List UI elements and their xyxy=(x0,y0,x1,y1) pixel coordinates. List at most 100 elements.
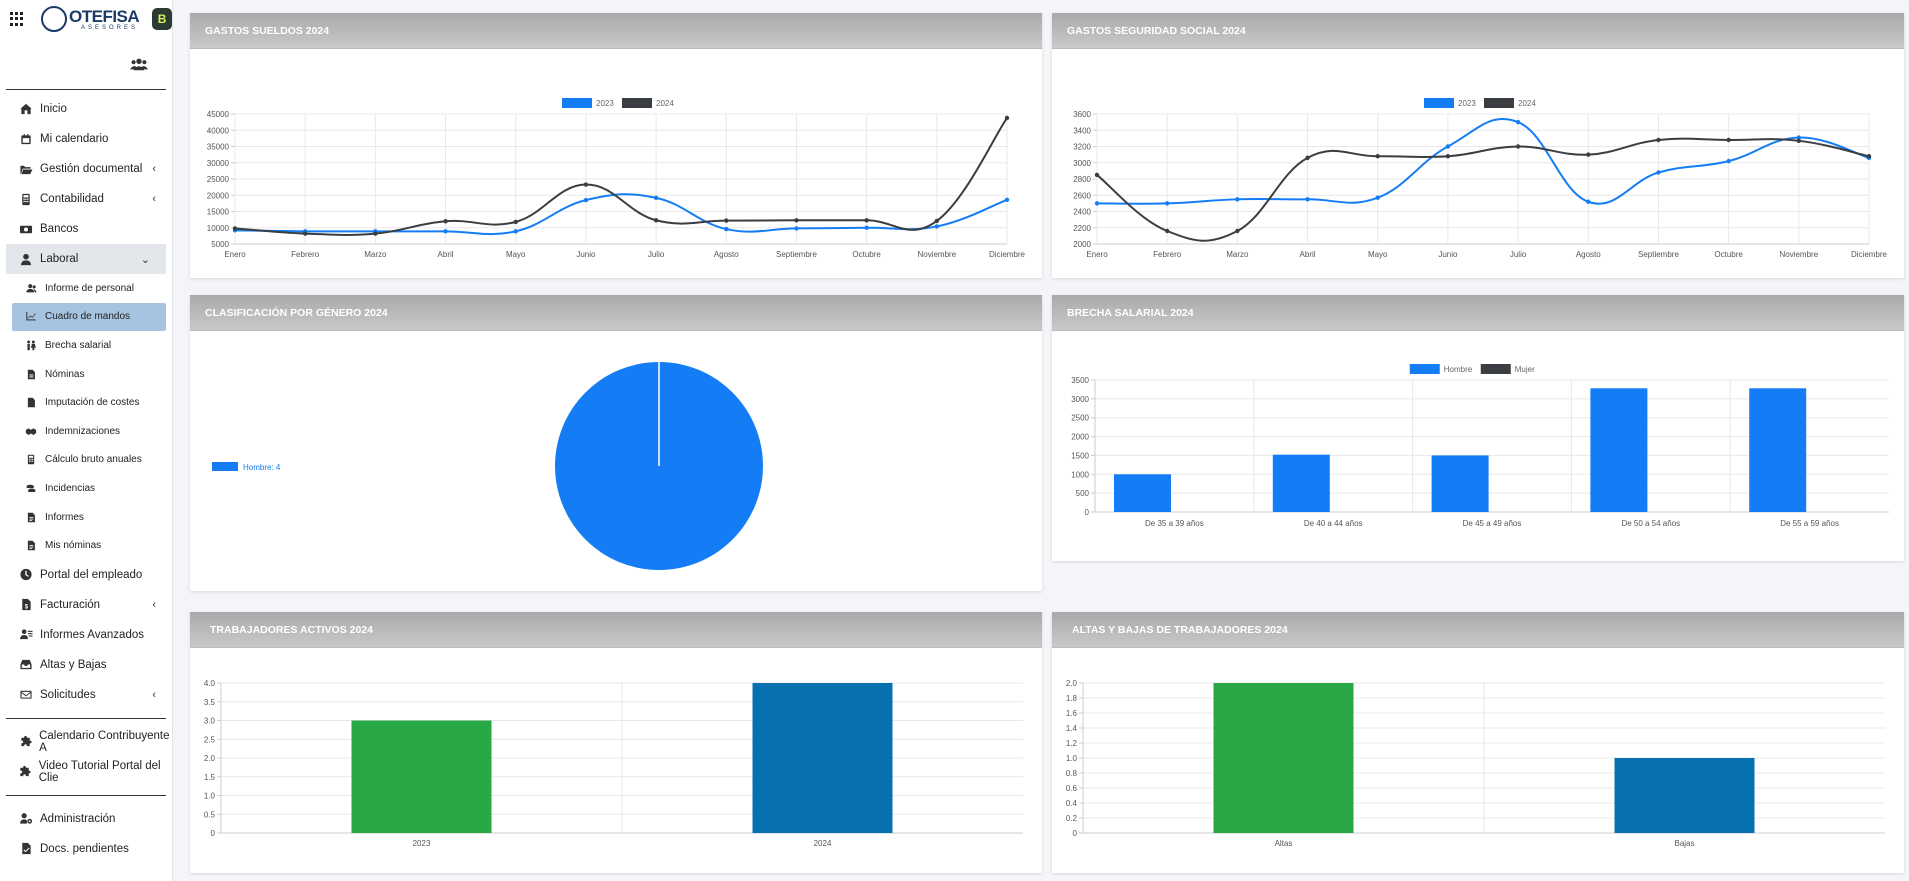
y-tick-label: 45000 xyxy=(207,110,230,119)
submenu-item-informe-de-personal[interactable]: Informe de personal xyxy=(0,274,172,303)
app-badge-icon[interactable]: B xyxy=(152,8,172,30)
legend-swatch xyxy=(212,462,238,471)
sidebar-item-docs-pendientes[interactable]: Docs. pendientes xyxy=(0,834,172,864)
sidebar-item-bancos[interactable]: Bancos xyxy=(0,214,172,244)
data-point-2023 xyxy=(1305,197,1310,202)
company-logo[interactable]: OTEFISA ASESORES xyxy=(41,6,140,32)
sidebar-item-contabilidad[interactable]: Contabilidad ‹ xyxy=(0,184,172,214)
calculator-icon xyxy=(22,193,30,205)
users-switch-icon[interactable] xyxy=(130,57,148,71)
sidebar-item-administracion[interactable]: Administración xyxy=(0,804,172,834)
series-line-2023 xyxy=(1096,117,1870,205)
panel-brecha-salarial: BRECHA SALARIAL 2024 Hombre Mujer 0 500 1000… xyxy=(1052,295,1904,561)
legend-label: Mujer xyxy=(1515,365,1535,374)
y-tick-label: 2.0 xyxy=(204,754,216,763)
nav-icon-wrapper xyxy=(18,192,34,206)
submenu-item-nominas[interactable]: Nóminas xyxy=(0,360,172,389)
file-text-icon xyxy=(27,540,35,551)
puzzle-icon xyxy=(20,766,31,777)
nav-icon-wrapper xyxy=(18,658,34,672)
x-tick-label: Agosto xyxy=(1576,250,1601,259)
x-tick-label: Febrero xyxy=(291,250,320,259)
sidebar-item-informes-avanzados[interactable]: Informes Avanzados xyxy=(0,620,172,650)
submenu-item-incidencias[interactable]: Incidencias xyxy=(0,474,172,503)
data-point-2024 xyxy=(724,218,729,223)
y-tick-label: 0 xyxy=(211,829,216,838)
submenu-item-informes[interactable]: Informes xyxy=(0,503,172,532)
sidebar-item-video-tutorial-portal-del-clie[interactable]: Video Tutorial Portal del Clie xyxy=(0,757,172,787)
logo-main-text: OTEFISA xyxy=(69,6,140,26)
x-tick-label: Enero xyxy=(1086,250,1108,259)
sidebar-item-label: Brecha salarial xyxy=(45,339,112,351)
sidebar-item-laboral[interactable]: Laboral ⌄ xyxy=(6,244,166,274)
nav-icon-wrapper xyxy=(18,628,34,642)
panel-clasificacion-genero: CLASIFICACIÓN POR GÉNERO 2024 Hombre: 4 xyxy=(190,295,1042,591)
x-tick-label: Noviembre xyxy=(1779,250,1818,259)
bar-2023 xyxy=(351,720,492,833)
x-tick-label: De 50 a 54 años xyxy=(1621,519,1680,528)
x-tick-label: Agosto xyxy=(714,250,739,259)
y-tick-label: 30000 xyxy=(207,159,230,168)
legend-label: Hombre xyxy=(1444,365,1473,374)
panel-trabajadores-activos: TRABAJADORES ACTIVOS 2024 0 0.5 1.0 1.5 2.0 2… xyxy=(190,612,1042,873)
submenu-item-cuadro-de-mandos[interactable]: Cuadro de mandos xyxy=(12,302,166,332)
chart-trabajadores-activos: 0 0.5 1.0 1.5 2.0 2.5 3.0 3.5 4.0 2023 2024 xyxy=(204,679,1023,848)
data-point-2023 xyxy=(1445,144,1451,149)
nav-icon-wrapper xyxy=(18,812,34,826)
y-tick-label: 3.0 xyxy=(204,717,216,726)
nav-icon-wrapper xyxy=(24,311,38,322)
submenu-item-imputacion-de-costes[interactable]: Imputación de costes xyxy=(0,388,172,417)
legend-label: Hombre: 4 xyxy=(243,463,281,472)
x-tick-label: Abril xyxy=(1300,250,1316,259)
submenu-item-mis-nominas[interactable]: Mis nóminas xyxy=(0,531,172,560)
chevron-left-icon[interactable]: ‹ xyxy=(152,193,156,205)
submenu-item-brecha-salarial[interactable]: Brecha salarial xyxy=(0,331,172,360)
chart-gastos-sueldos: 2023 2024 5000 10000 15000 20000 25000 30000 350… xyxy=(207,98,1026,259)
x-tick-label: Diciembre xyxy=(1851,250,1888,259)
series-line-2024 xyxy=(234,117,1008,236)
sidebar-item-solicitudes[interactable]: Solicitudes ‹ xyxy=(0,680,172,710)
y-tick-label: 0.5 xyxy=(204,810,216,819)
submenu-item-indemnizaciones[interactable]: Indemnizaciones xyxy=(0,417,172,446)
nav-icon-wrapper xyxy=(18,132,34,146)
nav-icon-wrapper xyxy=(24,340,38,351)
x-tick-label: Mayo xyxy=(506,250,526,259)
x-tick-label: Octubre xyxy=(852,250,881,259)
inbox-icon xyxy=(20,660,32,670)
chart-altas-bajas: 0 0.2 0.4 0.6 0.8 1.0 1.2 1.4 1.6 1.8 2.0 Altas Baja… xyxy=(1066,679,1885,848)
sidebar-item-portal-del-empleado[interactable]: Portal del empleado xyxy=(0,560,172,590)
y-tick-label: 2800 xyxy=(1073,175,1091,184)
handshake-icon xyxy=(25,428,37,435)
data-point-2023 xyxy=(1375,195,1380,200)
sidebar-item-calendario-contribuyente-a[interactable]: Calendario Contribuyente A xyxy=(0,727,172,757)
sidebar-item-altas-y-bajas[interactable]: Altas y Bajas xyxy=(0,650,172,680)
y-tick-label: 0 xyxy=(1073,829,1078,838)
nav-icon-wrapper xyxy=(18,688,34,702)
sidebar-item-gestion-documental[interactable]: Gestión documental ‹ xyxy=(0,154,172,184)
submenu-item-calculo-bruto-anuales[interactable]: Cálculo bruto anuales xyxy=(0,446,172,475)
data-point-2024 xyxy=(1305,155,1310,161)
chart-brecha-salarial: Hombre Mujer 0 500 1000 1500 2000 2500 3000 3500 D… xyxy=(1071,364,1889,528)
chevron-left-icon[interactable]: ‹ xyxy=(152,163,156,175)
nav-icon-wrapper xyxy=(24,397,38,408)
apps-grid-icon[interactable] xyxy=(10,12,23,26)
data-point-2023 xyxy=(724,226,729,232)
chevron-left-icon[interactable]: ‹ xyxy=(152,688,156,701)
y-tick-label: 3.5 xyxy=(204,698,216,707)
sidebar-item-mi-calendario[interactable]: Mi calendario xyxy=(0,124,172,154)
y-tick-label: 2.5 xyxy=(204,735,216,744)
sidebar-item-facturacion[interactable]: $ Facturación ‹ xyxy=(0,590,172,620)
chevron-left-icon[interactable]: ‹ xyxy=(152,598,156,611)
series-line-2024 xyxy=(1096,137,1870,242)
x-tick-label: Abril xyxy=(438,250,454,259)
chevron-down-icon[interactable]: ⌄ xyxy=(140,253,150,266)
sidebar-item-inicio[interactable]: Inicio xyxy=(0,94,172,124)
x-tick-label: Marzo xyxy=(364,250,387,259)
legend-label: 2024 xyxy=(1518,99,1536,108)
y-tick-label: 25000 xyxy=(207,175,230,184)
coins-icon xyxy=(26,484,36,492)
panel-altas-bajas: ALTAS Y BAJAS DE TRABAJADORES 2024 0 0.2 0… xyxy=(1052,612,1904,873)
y-tick-label: 2000 xyxy=(1073,240,1091,249)
chart-clasificacion-genero: Hombre: 4 xyxy=(212,362,763,570)
bar-2024 xyxy=(752,683,893,833)
